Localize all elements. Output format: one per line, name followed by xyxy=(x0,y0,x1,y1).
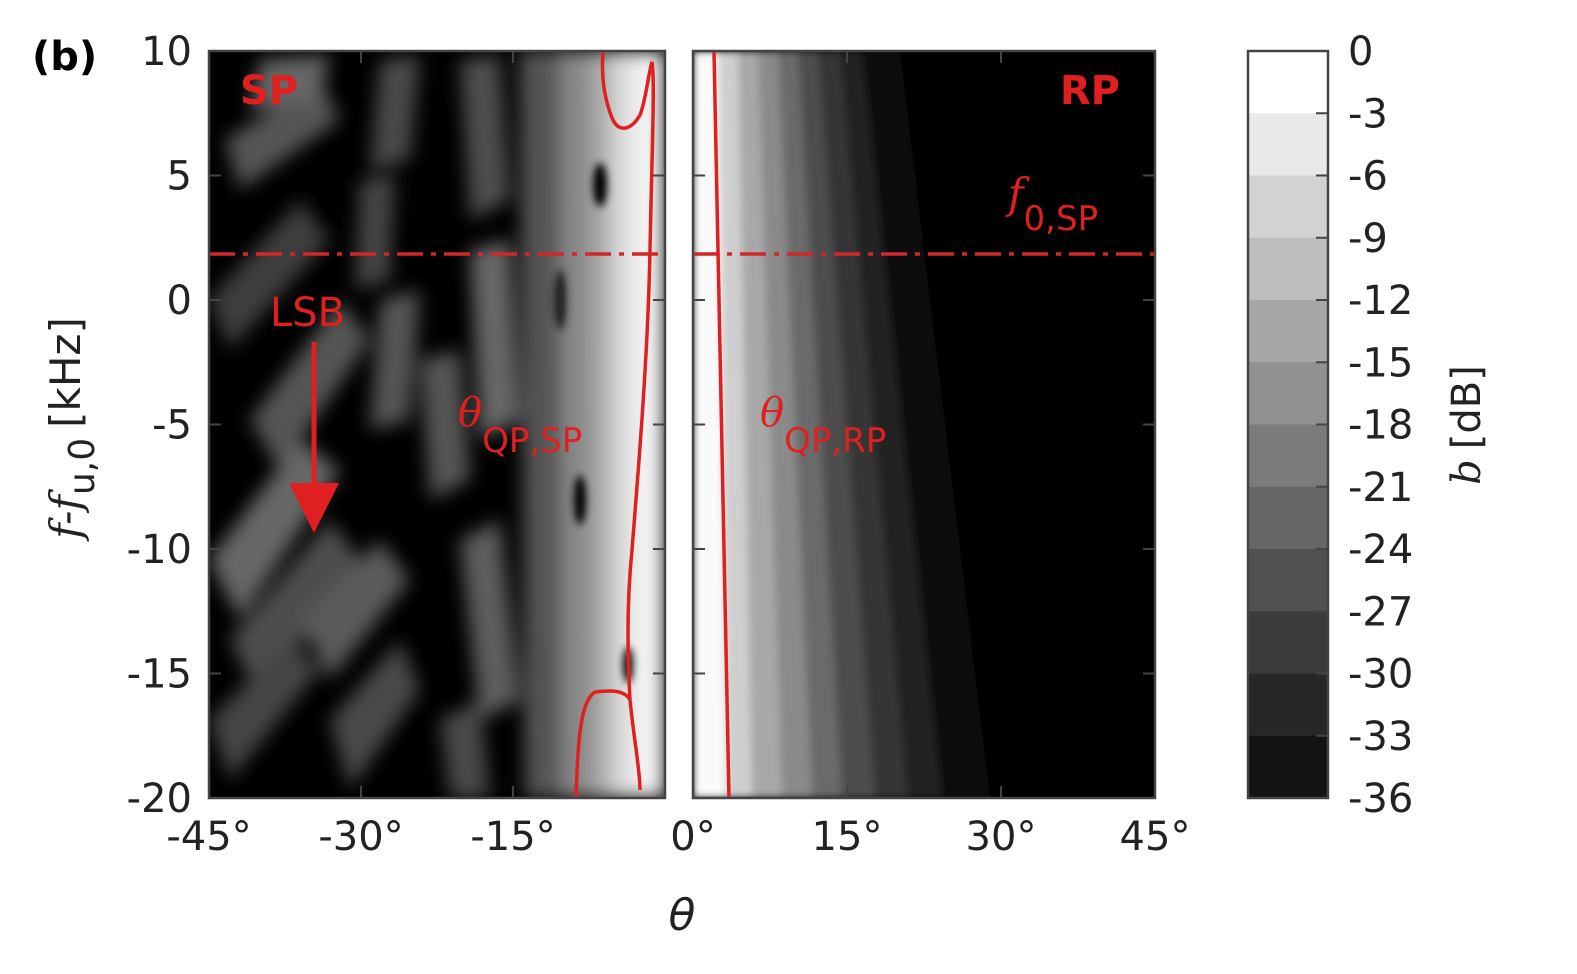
colorbar-tick-label: -15 xyxy=(1348,340,1413,386)
y-tick-label: 5 xyxy=(167,154,192,200)
colorbar-band xyxy=(1248,362,1328,425)
y-axis: 10 5 0 -5 -10 -15 -20 xyxy=(127,29,1155,822)
contour-label-rp-sub: QP,RP xyxy=(784,421,886,461)
y-tick-label: 10 xyxy=(141,29,192,75)
colorbar-ticks: 0 -3 -6 -9 -12 -15 -18 -21 -24 -27 -30 -33 -36 xyxy=(1316,29,1413,822)
x-tick-label: -15° xyxy=(470,814,555,860)
reference-line-label: f0,SP xyxy=(1005,169,1098,239)
y-tick-label: -20 xyxy=(127,776,192,822)
colorbar-band xyxy=(1248,549,1328,612)
colorbar-band xyxy=(1248,237,1328,301)
contour-qp-rp xyxy=(712,51,731,798)
colorbar-tick-label: -3 xyxy=(1348,91,1388,137)
x-axis: -45° -30° -15° 0° 15° 30° 45° xyxy=(166,51,1190,860)
y-tick-label: -5 xyxy=(152,403,192,449)
colorbar-tick-label: -21 xyxy=(1348,465,1413,511)
colorbar-tick-label: -18 xyxy=(1348,403,1413,449)
panel-sp xyxy=(209,51,665,798)
colorbar-tick-label: -9 xyxy=(1348,216,1388,262)
colorbar-band xyxy=(1248,735,1328,799)
sp-heatmap-texture xyxy=(209,51,665,798)
colorbar-band xyxy=(1248,300,1328,363)
colorbar-tick-label: -36 xyxy=(1348,776,1413,822)
y-tick-label: -10 xyxy=(127,527,192,573)
reference-line-label-sub: 0,SP xyxy=(1024,199,1099,239)
colorbar-title-unit: [dB] xyxy=(1444,365,1490,449)
colorbar xyxy=(1248,51,1328,799)
contour-qp-sp xyxy=(574,51,656,798)
x-axis-title: θ xyxy=(669,890,696,941)
y-axis-title-main: f-f xyxy=(41,489,90,542)
colorbar-tick-label: -33 xyxy=(1348,714,1413,760)
colorbar-title-symbol: b xyxy=(1444,459,1490,485)
colorbar-band xyxy=(1248,611,1328,674)
panel-name-rp: RP xyxy=(1060,68,1120,114)
colorbar-tick-label: -6 xyxy=(1348,154,1388,200)
colorbar-band xyxy=(1248,113,1328,176)
x-tick-label: 15° xyxy=(812,814,883,860)
panel-name-sp: SP xyxy=(240,68,298,114)
x-tick-label: -30° xyxy=(318,814,403,860)
x-tick-label: 30° xyxy=(966,814,1037,860)
colorbar-band xyxy=(1248,175,1328,239)
colorbar-tick-label: -12 xyxy=(1348,278,1413,324)
panel-label: (b) xyxy=(32,34,97,80)
y-axis-title: f-fu,0 [kHz] xyxy=(41,317,103,542)
colorbar-band xyxy=(1248,424,1328,488)
y-tick-label: 0 xyxy=(167,278,192,324)
x-tick-label: 0° xyxy=(670,814,715,860)
y-tick-label: -15 xyxy=(127,652,192,698)
colorbar-band xyxy=(1248,486,1328,550)
colorbar-tick-label: -24 xyxy=(1348,527,1413,573)
y-axis-title-sub: u,0 xyxy=(62,438,103,495)
colorbar-title: b [dB] xyxy=(1444,365,1490,485)
colorbar-band xyxy=(1248,51,1328,114)
contour-label-sp-sub: QP,SP xyxy=(482,421,582,461)
y-axis-title-unit: [kHz] xyxy=(41,317,90,428)
contour-label-rp-symbol: θ xyxy=(760,390,784,436)
colorbar-tick-label: -27 xyxy=(1348,589,1413,635)
contour-label-rp: θQP,RP xyxy=(760,390,886,461)
x-tick-label: -45° xyxy=(166,814,251,860)
contour-label-sp-symbol: θ xyxy=(458,390,482,436)
annotation-lsb: LSB xyxy=(270,290,345,336)
colorbar-tick-label: 0 xyxy=(1348,29,1373,75)
colorbar-tick-label: -30 xyxy=(1348,652,1413,698)
colorbar-band xyxy=(1248,673,1328,737)
contour-label-sp: θQP,SP xyxy=(458,390,582,461)
x-tick-label: 45° xyxy=(1120,814,1191,860)
